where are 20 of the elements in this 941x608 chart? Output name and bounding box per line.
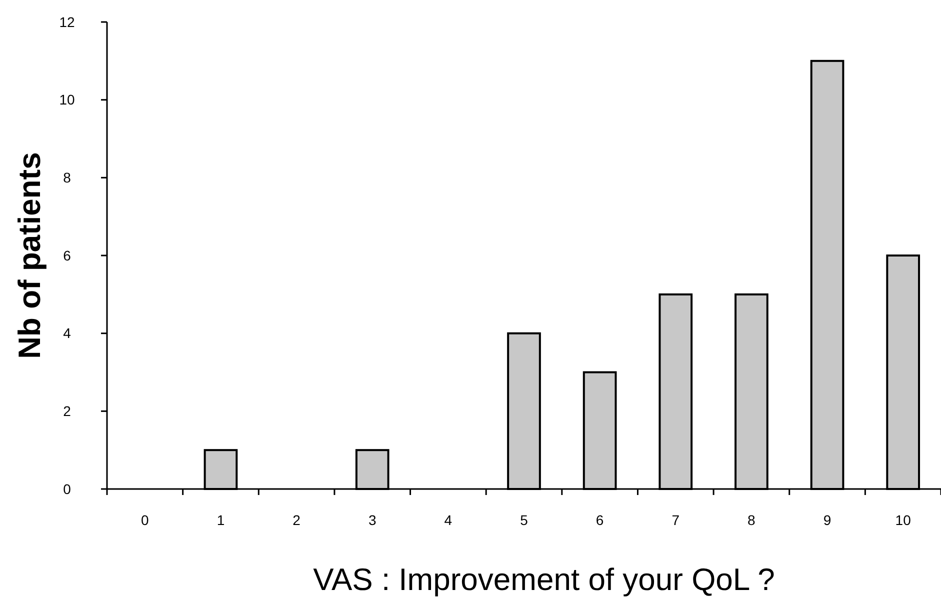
y-tick-label: 8 [63,170,72,186]
y-tick-label: 0 [63,480,72,497]
x-tick-label: 10 [895,512,912,528]
y-tick-label: 6 [63,247,72,264]
x-tick-label: 8 [748,512,756,528]
x-tick-label: 2 [292,512,301,528]
x-tick-label: 6 [596,512,604,528]
y-tick-label: 4 [63,325,72,342]
y-tick-label: 12 [59,14,75,30]
x-axis-title: VAS : Improvement of your QoL ? [313,562,775,597]
y-tick-label: 10 [59,92,75,108]
x-tick-label: 4 [444,512,452,528]
x-tick-label: 7 [672,512,680,528]
y-tick-label: 2 [63,403,72,420]
y-axis-title: Nb of patients [12,152,47,359]
x-tick-label: 0 [141,512,150,528]
x-tick-label: 3 [368,512,376,528]
x-tick-label: 1 [216,512,225,528]
x-tick-label: 5 [520,512,528,528]
x-tick-label: 9 [823,512,832,528]
